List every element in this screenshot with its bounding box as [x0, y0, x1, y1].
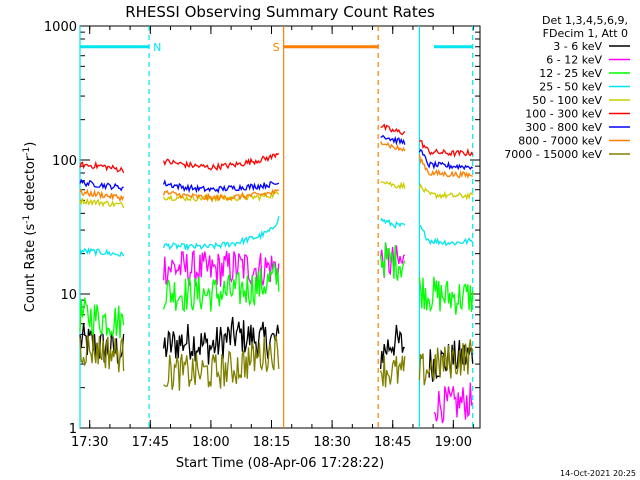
series-line [79, 215, 474, 258]
legend-entry-label: 800 - 7000 keV [518, 135, 602, 148]
legend-header: FDecim 1, Att 0 [543, 27, 628, 40]
legend-header: Det 1,3,4,5,6,9, [542, 14, 628, 27]
series-line [79, 180, 474, 209]
legend-entry-label: 7000 - 15000 keV [504, 148, 602, 161]
series-line [79, 334, 474, 391]
legend-entry-label: 25 - 50 keV [539, 81, 602, 94]
series-lines [79, 123, 474, 424]
y-tick-label: 100 [52, 154, 77, 169]
y-tick-label: 10 [60, 288, 77, 303]
timestamp: 14-Oct-2021 20:25 [560, 469, 636, 478]
x-tick-label: 18:45 [374, 435, 411, 450]
legend-entry-label: 3 - 6 keV [553, 40, 602, 53]
interval-label: S [273, 41, 280, 54]
x-tick-label: 17:30 [71, 435, 108, 450]
x-tick-label: 17:45 [132, 435, 169, 450]
legend-entry-label: 50 - 100 keV [532, 94, 602, 107]
x-tick-label: 18:15 [253, 435, 290, 450]
series-line [79, 123, 474, 174]
y-axis-label: Count Rate (s-1 detector-1) [22, 142, 38, 313]
y-tick-label: 1 [69, 422, 77, 437]
x-tick-label: 18:30 [313, 435, 350, 450]
x-tick-label: 19:00 [435, 435, 472, 450]
axes: 17:30 17:45 18:00 18:15 18:30 18:45 19:00 1 10 10… [44, 20, 481, 450]
interval-label: N [153, 41, 161, 54]
legend-entry-label: 300 - 800 keV [525, 121, 602, 134]
series-line [79, 134, 474, 194]
series-line [79, 242, 474, 339]
y-tick-label: 1000 [44, 20, 77, 35]
series-line [79, 141, 473, 204]
legend-entry-label: 12 - 25 keV [539, 67, 602, 80]
x-axis-label: Start Time (08-Apr-06 17:28:22) [176, 456, 384, 471]
series-line [79, 316, 474, 382]
series-line [162, 242, 474, 424]
chart-title: RHESSI Observing Summary Count Rates [125, 3, 435, 21]
legend-entry-label: 100 - 300 keV [525, 108, 602, 121]
legend-entry-label: 6 - 12 keV [546, 54, 602, 67]
legend: Det 1,3,4,5,6,9,FDecim 1, Att 03 - 6 keV… [504, 14, 630, 161]
x-tick-label: 18:00 [192, 435, 229, 450]
